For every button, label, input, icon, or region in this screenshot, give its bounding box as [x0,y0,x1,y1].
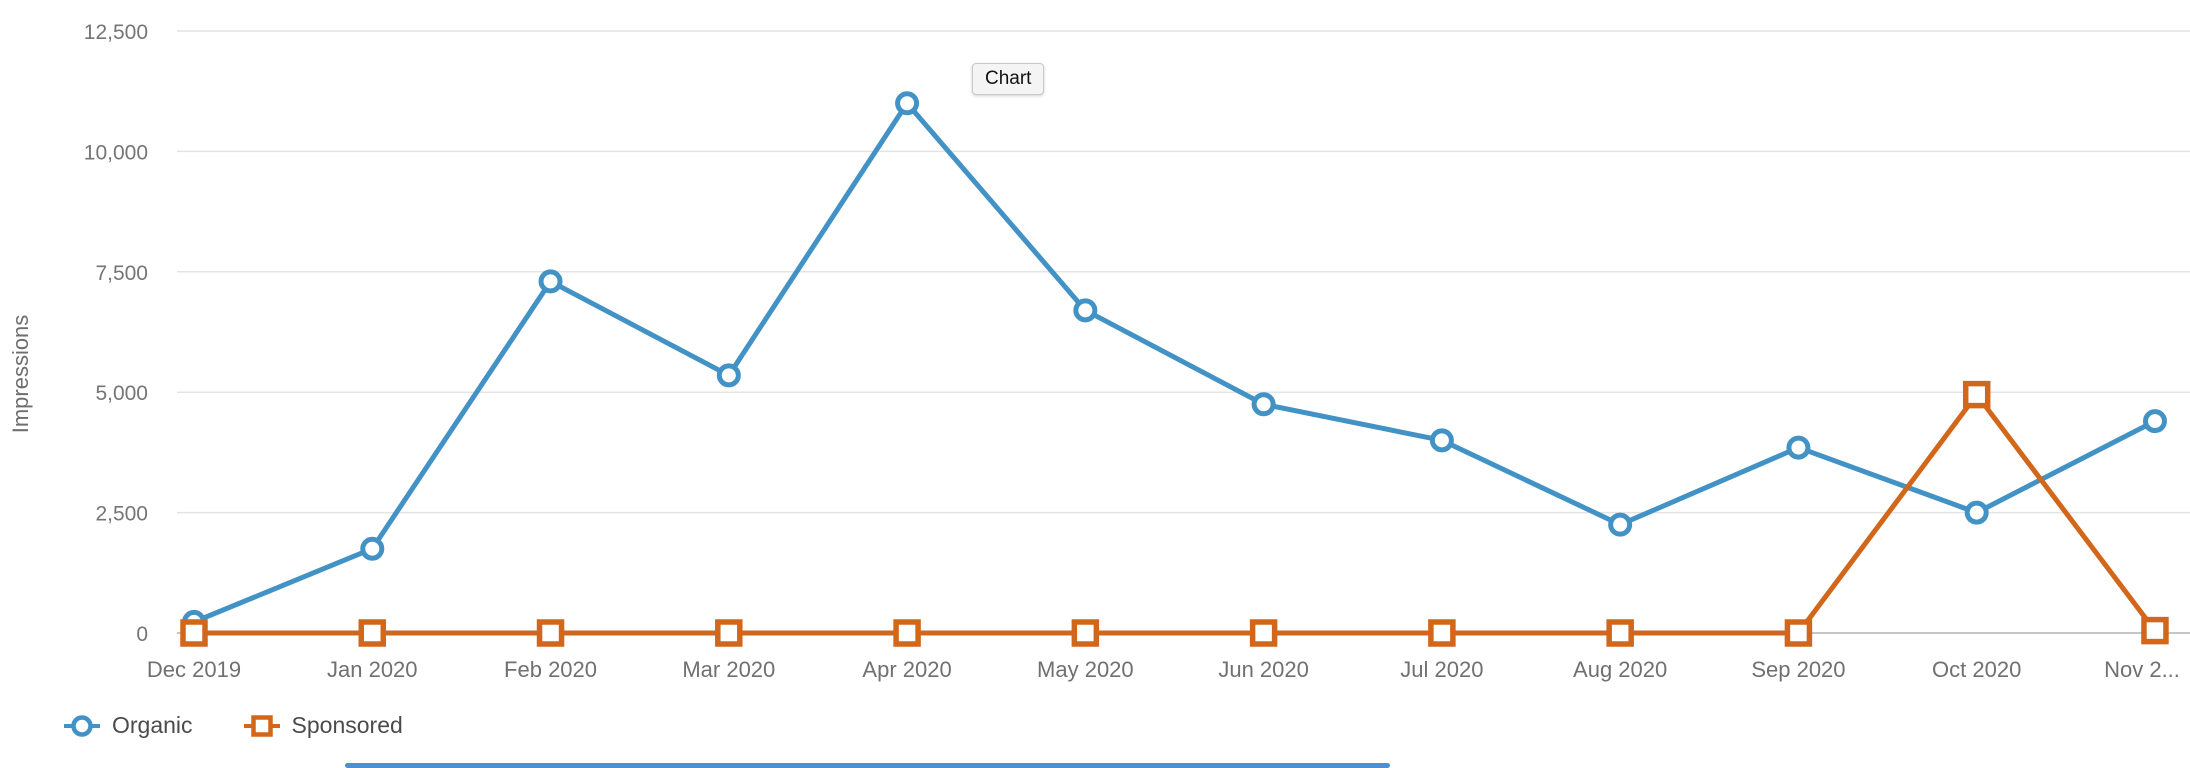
sponsored-point-marker[interactable] [1962,380,1991,409]
y-tick-label: 10,000 [84,141,148,164]
organic-point-marker[interactable] [538,269,563,294]
sponsored-point-marker[interactable] [1249,619,1278,647]
organic-line-marker-icon [64,714,100,737]
x-tick-label: Dec 2019 [147,657,241,682]
x-tick-label: Jan 2020 [327,657,418,682]
sponsored-point-marker[interactable] [715,619,743,647]
x-tick-label: Feb 2020 [504,657,597,682]
sponsored-point-marker[interactable] [893,619,921,647]
organic-point-marker[interactable] [716,363,741,388]
organic-point-marker[interactable] [895,91,920,116]
sponsored-square-marker-icon [243,714,280,737]
organic-point-marker[interactable] [1429,428,1454,453]
x-tick-label: Aug 2020 [1573,657,1667,682]
x-tick-label: Oct 2020 [1932,657,2021,682]
x-tick-label: Sep 2020 [1751,657,1845,682]
organic-point-marker[interactable] [1964,500,1989,525]
sponsored-point-marker[interactable] [1606,619,1634,647]
y-tick-label: 12,500 [84,21,148,44]
impressions-line-chart[interactable]: 0 2,500 5,000 7,500 10,000 12,500 Dec 2019 Jan … [0,0,2190,700]
x-tick-label: May 2020 [1037,657,1134,682]
x-tick-label: Nov 2... [2104,657,2180,682]
organic-point-marker[interactable] [360,536,385,561]
chart-legend: Organic Sponsored [63,712,403,739]
legend-item-organic[interactable]: Organic [63,712,193,739]
y-tick-label: 0 [136,623,148,646]
legend-label-sponsored: Sponsored [291,712,403,738]
y-tick-label: 2,500 [95,503,148,526]
legend-label-organic: Organic [112,712,193,738]
organic-point-marker[interactable] [1786,435,1811,460]
sponsored-point-marker[interactable] [2141,616,2169,645]
y-tick-label: 5,000 [95,382,148,405]
x-tick-label: Jun 2020 [1218,657,1309,682]
sponsored-point-marker[interactable] [1428,619,1456,647]
organic-line[interactable] [191,100,2158,625]
organic-point-marker[interactable] [1073,298,1098,323]
sponsored-line[interactable] [191,392,2158,636]
sponsored-point-marker[interactable] [1784,619,1813,647]
x-tick-label: Mar 2020 [682,657,775,682]
organic-point-marker[interactable] [2142,409,2167,434]
sponsored-point-marker[interactable] [1071,619,1100,647]
chart-tooltip-label: Chart [985,68,1032,89]
organic-point-marker[interactable] [1608,512,1633,537]
organic-point-marker[interactable] [1251,392,1276,417]
legend-item-sponsored[interactable]: Sponsored [243,712,403,739]
sponsored-point-marker[interactable] [358,619,387,647]
sponsored-point-marker[interactable] [536,619,565,647]
sponsored-point-marker[interactable] [180,619,208,647]
x-tick-label: Apr 2020 [862,657,951,682]
y-tick-label: 7,500 [95,262,148,285]
x-tick-label: Jul 2020 [1400,657,1483,682]
chart-tooltip: Chart [972,63,1045,95]
horizontal-scrollbar[interactable] [345,763,1390,768]
